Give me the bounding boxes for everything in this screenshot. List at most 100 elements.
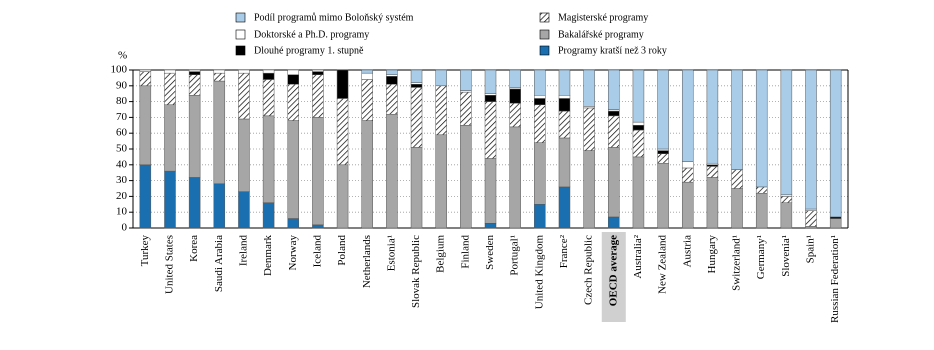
bar-segment — [731, 69, 743, 170]
bar-segment — [509, 102, 521, 128]
bar-segment — [262, 69, 275, 74]
legend-label: Dlouhé programy 1. stupně — [254, 45, 364, 56]
bar-segment — [558, 98, 571, 112]
legend-label: Magisterské programy — [558, 12, 648, 23]
bar-segment — [238, 69, 250, 74]
bar-segment — [238, 118, 250, 192]
bar-segment — [681, 161, 694, 169]
x-tick-label: Slovak Republic — [410, 235, 422, 308]
y-tick-label: 100 — [111, 64, 128, 76]
x-tick-label: Portugal¹ — [509, 235, 521, 276]
y-axis-label: % — [118, 50, 127, 62]
y-tick-label: 80 — [116, 95, 128, 107]
bar-segment — [262, 72, 275, 80]
bar-segment — [632, 125, 645, 131]
bar-segment — [238, 191, 250, 229]
x-tick-label: Denmark — [262, 235, 274, 276]
x-tick-label: Switzerland¹ — [731, 235, 743, 291]
bar-segment — [657, 162, 669, 229]
bar-segment — [139, 71, 152, 87]
legend-swatch — [539, 29, 550, 40]
bar-segment — [410, 147, 423, 229]
bar-segment — [558, 137, 571, 188]
bar-segment — [361, 72, 373, 80]
legend-swatch — [539, 12, 550, 23]
bar-segment — [139, 85, 152, 166]
y-tick-label: 0 — [122, 222, 128, 234]
bar-segment — [731, 188, 743, 229]
bar-segment — [583, 107, 595, 151]
bar-segment — [509, 69, 521, 88]
x-tick-label: Netherlands — [361, 235, 373, 288]
bar-segment — [484, 101, 497, 159]
bar-segment — [139, 69, 152, 72]
y-tick-label: 60 — [116, 127, 128, 139]
bar-segment — [632, 69, 645, 123]
bar-segment — [681, 69, 694, 162]
bar-segment — [361, 120, 373, 229]
bar-segment — [460, 91, 472, 126]
bar-segment — [509, 88, 521, 104]
bar-segment — [213, 72, 226, 82]
bar-segment — [410, 83, 423, 88]
bar-segment — [386, 113, 398, 229]
x-tick-label: Saudi Arabia — [213, 235, 225, 292]
bar-segment — [188, 177, 201, 229]
bar-segment — [681, 167, 694, 183]
bar-segment — [164, 170, 176, 229]
y-tick-label: 20 — [116, 190, 128, 202]
bar-segment — [657, 150, 669, 154]
bar-segment — [262, 202, 275, 229]
legend-label: Bakalářské programy — [558, 29, 644, 40]
bar-segment — [608, 69, 620, 110]
bar-segment — [213, 80, 226, 185]
bar-segment — [361, 69, 373, 74]
bar-segment — [188, 71, 201, 75]
bar-segment — [632, 129, 645, 158]
y-tick-label: 30 — [116, 174, 128, 186]
bar-segment — [164, 72, 176, 106]
x-tick-label: Slovenia¹ — [780, 235, 792, 277]
bar-segment — [435, 69, 447, 87]
bar-segment — [657, 69, 669, 150]
bar-segment — [681, 181, 694, 229]
legend-label: Doktorské a Ph.D. programy — [254, 29, 369, 40]
bar-segment — [188, 74, 201, 96]
legend-swatch — [235, 12, 246, 23]
bar-segment — [558, 186, 571, 229]
bar-segment — [731, 169, 743, 189]
y-tick-label: 70 — [116, 111, 128, 123]
bar-segment — [460, 69, 472, 91]
x-tick-label: Norway — [287, 235, 299, 271]
bar-segment — [287, 218, 300, 229]
bar-segment — [829, 69, 842, 218]
bar-segment — [336, 98, 349, 166]
bar-segment — [780, 69, 793, 196]
bar-segment — [188, 95, 201, 178]
bar-segment — [386, 83, 398, 115]
x-tick-label: Poland — [336, 235, 348, 266]
x-tick-label: Korea — [188, 235, 200, 262]
bar-segment — [164, 104, 176, 172]
bar-segment — [829, 218, 842, 229]
bar-segment — [509, 126, 521, 229]
bar-segment — [706, 177, 719, 229]
bar-segment — [312, 224, 324, 229]
x-tick-label: United Kingdom — [533, 235, 545, 310]
bar-segment — [287, 83, 300, 121]
legend-label: Programy kratší než 3 roky — [558, 45, 667, 56]
x-tick-label: Turkey — [139, 235, 151, 267]
x-tick-label: Czech Republic — [583, 235, 595, 305]
bar-segment — [435, 134, 447, 229]
bar-segment — [435, 85, 447, 136]
bar-segment — [484, 158, 497, 224]
bar-segment — [632, 156, 645, 229]
highlight-band — [601, 232, 626, 322]
x-tick-label: Germany¹ — [755, 235, 767, 279]
bar-segment — [805, 210, 817, 227]
bar-segment — [287, 120, 300, 219]
x-tick-label: Australia² — [632, 234, 644, 278]
x-tick-label: Russian Federation¹ — [829, 235, 841, 323]
bar-segment — [780, 202, 793, 229]
